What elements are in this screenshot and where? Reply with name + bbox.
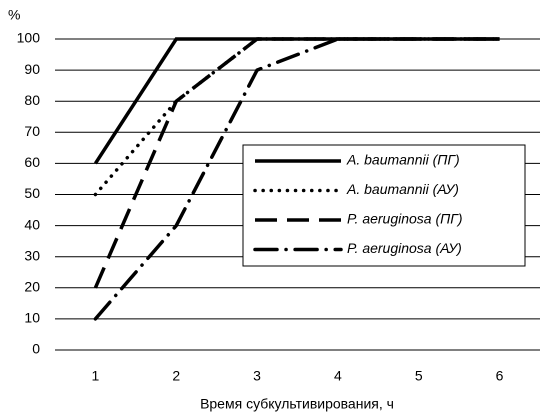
x-axis-label: Время субкультивирования, ч — [200, 396, 394, 412]
y-tick-label: 60 — [24, 154, 40, 170]
legend-label: P. aeruginosa (АУ) — [347, 240, 462, 256]
y-tick-label: 40 — [24, 216, 40, 232]
x-tick-label: 1 — [92, 368, 100, 384]
y-tick-label: 0 — [32, 341, 40, 357]
x-tick-label: 2 — [172, 368, 180, 384]
y-axis-label: % — [8, 7, 20, 23]
legend-label: P. aeruginosa (ПГ) — [347, 211, 463, 227]
x-tick-label: 4 — [334, 368, 342, 384]
y-tick-label: 50 — [24, 185, 40, 201]
legend-box — [242, 144, 526, 267]
y-tick-label: 10 — [24, 310, 40, 326]
series-line — [93, 37, 502, 321]
x-tick-label: 5 — [415, 368, 423, 384]
y-tick-label: 30 — [24, 247, 40, 263]
legend-label: A. baumannii (ПГ) — [346, 152, 460, 168]
legend-label: A. baumannii (АУ) — [346, 181, 459, 197]
y-tick-label: 100 — [17, 30, 41, 46]
y-tick-label: 20 — [24, 279, 40, 295]
x-tick-label: 6 — [496, 368, 504, 384]
y-tick-label: 80 — [24, 92, 40, 108]
x-tick-label: 3 — [253, 368, 261, 384]
series-line — [93, 37, 502, 197]
y-tick-label: 70 — [24, 123, 40, 139]
y-tick-label: 90 — [24, 61, 40, 77]
